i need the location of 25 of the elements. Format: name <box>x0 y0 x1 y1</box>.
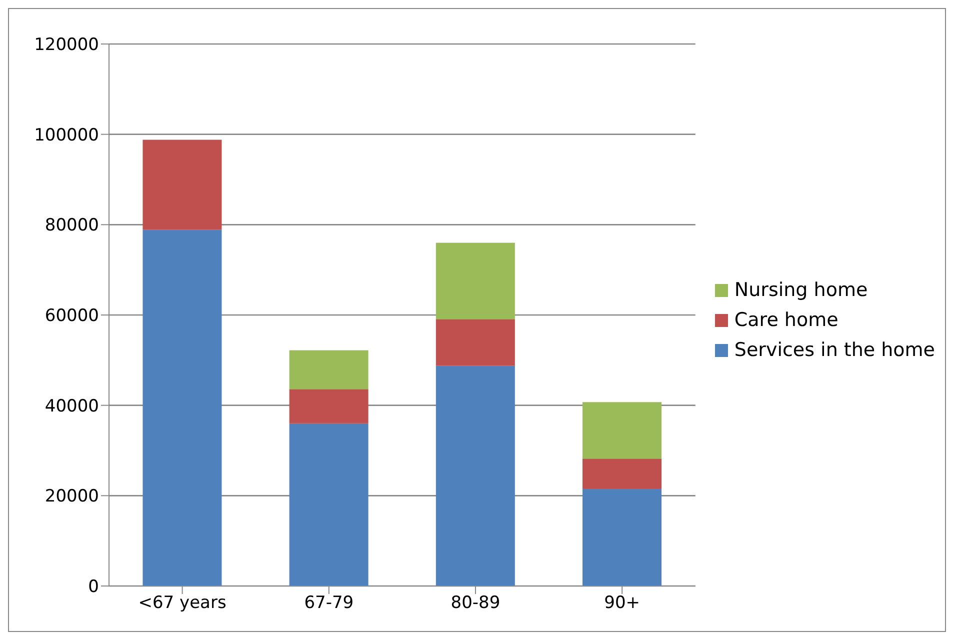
bar <box>436 319 515 366</box>
legend-label: Care home <box>734 309 838 331</box>
legend-label: Services in the home <box>734 339 935 361</box>
bar <box>582 458 662 488</box>
bar <box>436 366 515 586</box>
bar <box>289 423 368 586</box>
legend-label: Nursing home <box>734 279 868 301</box>
y-tick-label: 120000 <box>34 35 99 56</box>
bar <box>582 402 662 459</box>
x-tick-label: 67-79 <box>304 593 354 614</box>
y-tick-label: 60000 <box>44 306 99 326</box>
bar <box>436 242 515 320</box>
y-tick-label: 80000 <box>44 216 99 236</box>
x-tick-label: 80-89 <box>450 593 500 614</box>
bar <box>289 389 368 424</box>
bar <box>289 350 368 390</box>
x-tick-label: <67 years <box>138 593 226 614</box>
x-tick-label: 90+ <box>604 593 640 614</box>
y-tick-label: 40000 <box>44 396 99 416</box>
y-tick-label: 0 <box>88 577 99 598</box>
y-tick-label: 20000 <box>44 486 99 507</box>
bar <box>582 488 662 586</box>
bar <box>142 140 222 230</box>
bar <box>142 230 222 586</box>
y-tick-label: 100000 <box>34 125 99 146</box>
